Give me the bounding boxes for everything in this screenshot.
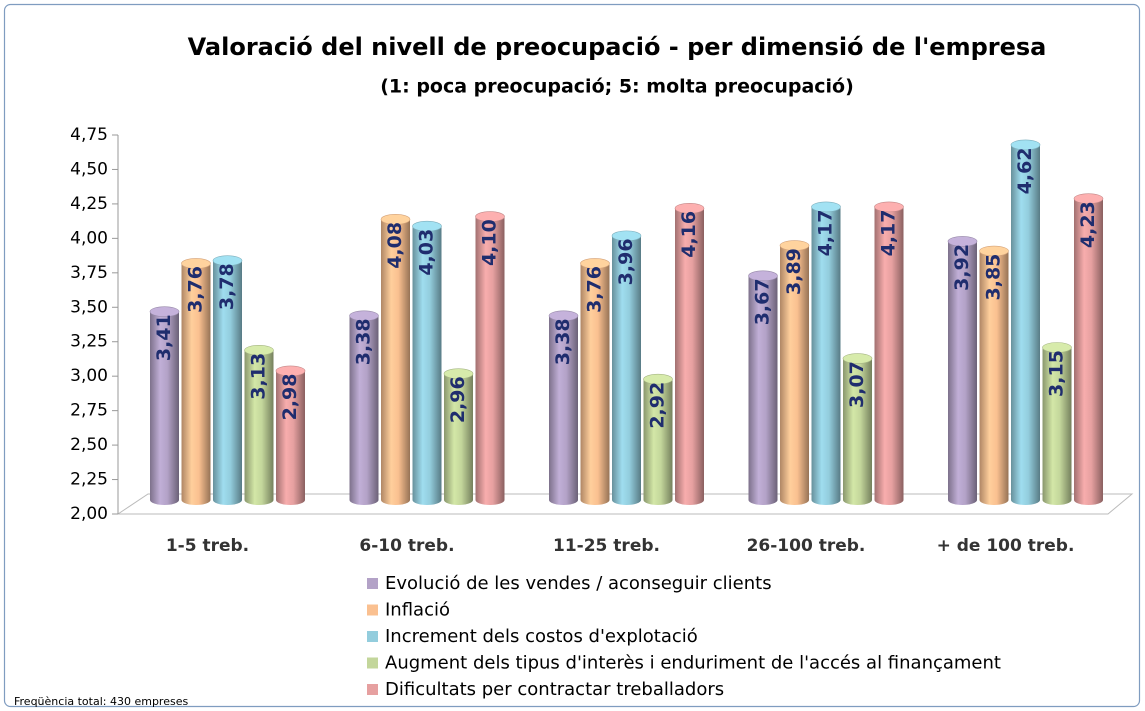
y-tick-label: 3,00 xyxy=(70,366,108,386)
chart-subtitle: (1: poca preocupació; 5: molta preocupac… xyxy=(380,76,854,98)
legend-swatch xyxy=(367,684,378,695)
value-label: 2,92 xyxy=(647,382,669,429)
x-tick-label: + de 100 treb. xyxy=(937,536,1075,556)
value-label: 3,67 xyxy=(752,278,774,325)
legend-label: Evolució de les vendes / aconseguir clie… xyxy=(385,573,772,594)
legend-swatch xyxy=(367,604,378,616)
legend-swatch xyxy=(367,657,378,669)
value-label: 3,15 xyxy=(1046,350,1068,397)
footnote: Freqüència total: 430 empreses xyxy=(14,695,188,708)
y-tick-label: 2,50 xyxy=(70,435,108,455)
y-tick-label: 3,50 xyxy=(70,297,108,317)
bar xyxy=(811,201,841,505)
bar xyxy=(1073,193,1104,505)
y-tick-label: 2,75 xyxy=(70,401,108,421)
value-label: 3,41 xyxy=(153,314,175,361)
value-label: 2,98 xyxy=(279,373,301,420)
bar xyxy=(181,258,211,505)
value-label: 3,13 xyxy=(248,353,270,400)
bar xyxy=(349,310,379,505)
legend-swatch xyxy=(367,578,378,589)
bar xyxy=(674,203,705,505)
bar xyxy=(244,344,274,505)
bar xyxy=(874,201,904,505)
y-tick-label: 4,00 xyxy=(70,228,108,248)
value-label: 3,92 xyxy=(951,244,973,291)
bar xyxy=(643,373,673,505)
bar xyxy=(979,245,1009,505)
value-label: 4,16 xyxy=(678,211,700,258)
chart-title: Valoració del nivell de preocupació - pe… xyxy=(188,33,1047,61)
y-tick-label: 3,25 xyxy=(70,332,108,352)
value-label: 3,89 xyxy=(783,248,805,295)
y-tick-label: 2,00 xyxy=(70,504,108,524)
value-label: 2,96 xyxy=(447,376,469,423)
value-label: 4,08 xyxy=(384,222,406,269)
x-tick-label: 11-25 treb. xyxy=(553,536,660,556)
y-tick-label: 4,75 xyxy=(70,125,108,145)
legend-label: Dificultats per contractar treballadors xyxy=(385,679,724,700)
bar xyxy=(842,353,873,505)
legend-swatch xyxy=(367,631,378,642)
x-tick-label: 6-10 treb. xyxy=(359,536,454,556)
y-tick-label: 4,25 xyxy=(70,194,108,214)
y-tick-label: 4,50 xyxy=(70,159,108,179)
value-label: 4,23 xyxy=(1077,201,1099,248)
bar xyxy=(275,365,306,505)
value-label: 3,76 xyxy=(584,266,606,313)
legend-label: Augment dels tipus d'interès i endurimen… xyxy=(385,653,1001,674)
bar xyxy=(548,310,579,505)
y-tick-label: 3,75 xyxy=(70,263,108,283)
bar xyxy=(1042,342,1072,505)
bar xyxy=(748,270,778,505)
value-label: 3,78 xyxy=(216,263,238,310)
bar xyxy=(443,368,474,505)
value-label: 4,17 xyxy=(815,209,837,256)
bar xyxy=(412,220,442,505)
value-label: 3,96 xyxy=(615,238,637,285)
bar xyxy=(779,240,810,506)
x-tick-label: 1-5 treb. xyxy=(166,536,249,556)
value-label: 3,38 xyxy=(353,318,375,365)
value-label: 3,85 xyxy=(983,254,1005,301)
legend-label: Inflació xyxy=(385,600,450,621)
bar xyxy=(475,211,505,505)
bar xyxy=(1010,139,1041,505)
y-tick-label: 2,25 xyxy=(70,470,108,490)
value-label: 4,10 xyxy=(479,219,501,266)
bar xyxy=(212,255,243,505)
value-label: 4,03 xyxy=(416,229,438,276)
bar xyxy=(380,214,411,505)
bar xyxy=(580,258,610,505)
value-label: 3,38 xyxy=(552,318,574,365)
bar xyxy=(149,306,180,505)
value-label: 4,62 xyxy=(1014,147,1036,194)
value-label: 4,17 xyxy=(878,209,900,256)
bar xyxy=(947,236,978,505)
value-label: 3,07 xyxy=(846,361,868,408)
legend-label: Increment dels costos d'explotació xyxy=(385,626,698,647)
value-label: 3,76 xyxy=(185,266,207,313)
bar xyxy=(611,230,642,506)
x-tick-label: 26-100 treb. xyxy=(747,536,866,556)
